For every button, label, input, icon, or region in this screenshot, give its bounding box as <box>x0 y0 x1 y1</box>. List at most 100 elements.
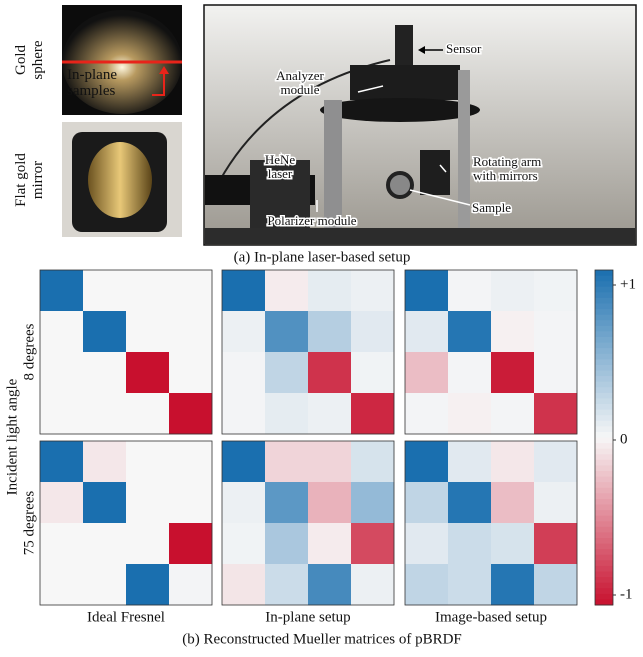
heatmap-cell <box>265 311 309 353</box>
heatmap-cell <box>448 482 492 524</box>
heatmap-cell <box>534 393 578 435</box>
heatmap-cell <box>308 441 352 483</box>
side-label-line: sphere <box>30 40 46 79</box>
colorbar-segment <box>595 459 613 466</box>
heatmap-cell <box>83 564 127 606</box>
colorbar-segment <box>595 387 613 394</box>
column-label: Image-based setup <box>435 609 547 625</box>
colorbar-segment <box>595 437 613 444</box>
heatmap-cell <box>491 441 535 483</box>
setup-annotation: HeNe laser <box>265 152 296 181</box>
heatmap-cell <box>126 311 170 353</box>
setup-annotation-line: Polarizer module <box>267 213 356 228</box>
setup-annotation: Sample <box>472 200 511 215</box>
colorbar-segment <box>595 303 613 310</box>
sphere-annotation-line: In-plane <box>67 67 117 83</box>
heatmap-frame <box>221 269 395 435</box>
colorbar-segment <box>595 482 613 489</box>
setup-photo <box>203 4 637 246</box>
colorbar-segment <box>595 409 613 416</box>
heatmap-cell <box>351 393 395 435</box>
heatmap-cell <box>169 352 213 394</box>
colorbar-segment <box>595 588 613 595</box>
heatmap-cell <box>534 564 578 606</box>
heatmap-cell <box>405 523 449 565</box>
setup-annotation-line: laser <box>268 166 293 181</box>
heatmap-cell <box>491 270 535 312</box>
sphere-annotation: In-plane samples <box>67 67 117 99</box>
setup-annotation-line: HeNe <box>265 152 296 167</box>
colorbar-segment <box>595 487 613 494</box>
colorbar-segment <box>595 392 613 399</box>
heatmap-cell <box>448 564 492 606</box>
heatmap-cell <box>83 270 127 312</box>
heatmap-frame <box>39 440 213 606</box>
side-label-text: Goldsphere <box>13 40 46 79</box>
heatmap-cell <box>265 564 309 606</box>
heatmap-cell <box>405 270 449 312</box>
caption: (a) In-plane laser-based setup <box>234 249 411 265</box>
heatmap-cell <box>351 564 395 606</box>
colorbar-segment <box>595 398 613 405</box>
heatmap-cell <box>265 523 309 565</box>
heatmap-cell <box>351 482 395 524</box>
heatmap-cell <box>222 564 266 606</box>
heatmap-cell <box>265 482 309 524</box>
colorbar-segment <box>595 515 613 522</box>
heatmap-cell <box>126 564 170 606</box>
heatmap-cell <box>308 352 352 394</box>
heatmap-frame <box>221 440 395 606</box>
heatmap-cell <box>534 270 578 312</box>
colorbar-segment <box>595 431 613 438</box>
heatmap-cell <box>491 311 535 353</box>
heatmap-cell <box>169 564 213 606</box>
heatmap-cell <box>40 311 84 353</box>
heatmap-cell <box>351 270 395 312</box>
setup-annotation-line: Rotating arm <box>473 154 541 169</box>
sphere-photo <box>62 5 182 115</box>
heatmap-cell <box>126 393 170 435</box>
setup-annotation-line: Sensor <box>446 41 482 56</box>
heatmap-cell <box>222 352 266 394</box>
heatmap-cell <box>83 352 127 394</box>
side-label-line: mirror <box>30 161 46 199</box>
heatmap-cell <box>40 482 84 524</box>
colorbar-segment <box>595 281 613 288</box>
colorbar-tick-label: 0 <box>620 431 628 447</box>
colorbar-segment <box>595 331 613 338</box>
colorbar-segment <box>595 426 613 433</box>
heatmap-cell <box>126 441 170 483</box>
colorbar-segment <box>595 415 613 422</box>
heatmap-cell <box>222 441 266 483</box>
heatmap-cell <box>222 523 266 565</box>
colorbar-segment <box>595 571 613 578</box>
heatmap-cell <box>405 352 449 394</box>
heatmap-cell <box>405 311 449 353</box>
colorbar-segment <box>595 554 613 561</box>
heatmap-cell <box>40 270 84 312</box>
heatmap-cell <box>222 311 266 353</box>
setup-annotation: Sensor <box>446 41 482 56</box>
heatmap-cell <box>491 523 535 565</box>
heatmap-cell <box>534 482 578 524</box>
colorbar-segment <box>595 599 613 606</box>
heatmap-cell <box>40 564 84 606</box>
heatmap-cell <box>40 352 84 394</box>
heatmap-cell <box>169 482 213 524</box>
colorbar-segment <box>595 443 613 450</box>
heatmap-cell <box>308 523 352 565</box>
heatmap-cell <box>126 523 170 565</box>
heatmap-cell <box>169 270 213 312</box>
heatmap-cell <box>308 270 352 312</box>
heatmap-cell <box>83 441 127 483</box>
sphere-annotation-line: samples <box>67 83 115 99</box>
colorbar-segment <box>595 582 613 589</box>
colorbar-segment <box>595 364 613 371</box>
colorbar-segment <box>595 292 613 299</box>
colorbar-segment <box>595 448 613 455</box>
colorbar-segment <box>595 560 613 567</box>
heatmap-cell <box>265 441 309 483</box>
colorbar-segment <box>595 526 613 533</box>
colorbar-segment <box>595 577 613 584</box>
row-label: 75 degrees <box>21 491 37 556</box>
